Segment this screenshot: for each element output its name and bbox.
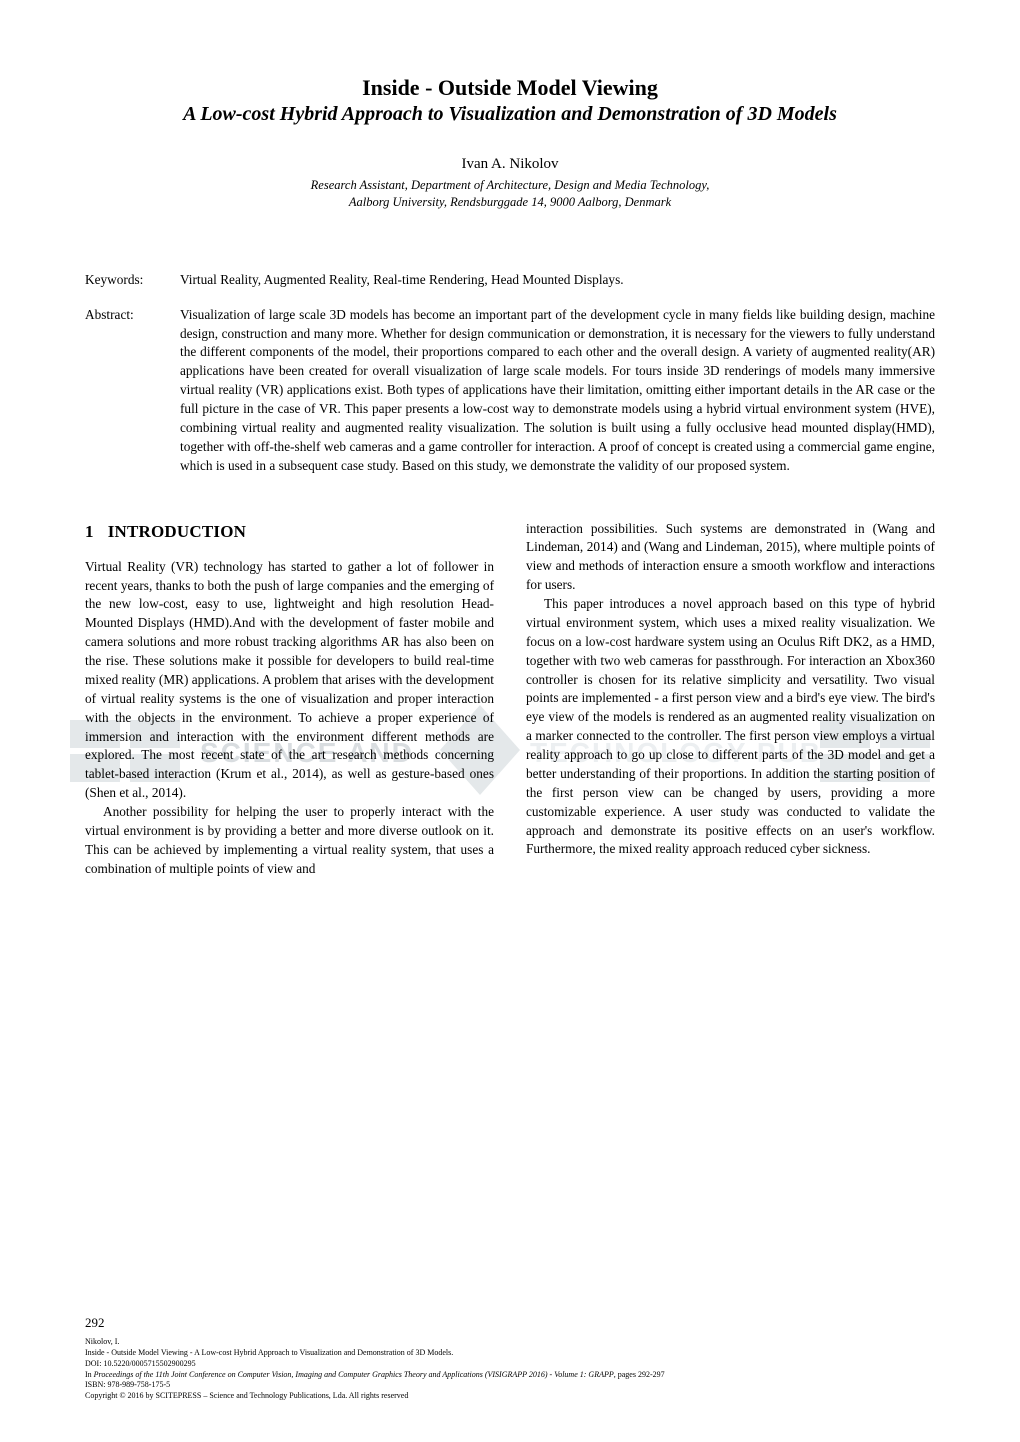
- abstract-row: Abstract: Visualization of large scale 3…: [85, 306, 935, 476]
- page-footer: 292 Nikolov, I. Inside - Outside Model V…: [85, 1314, 935, 1402]
- section-1-title: INTRODUCTION: [108, 522, 246, 541]
- footer-paper-title: Inside - Outside Model Viewing - A Low-c…: [85, 1348, 935, 1359]
- author-name: Ivan A. Nikolov: [85, 156, 935, 173]
- keywords-row: Keywords: Virtual Reality, Augmented Rea…: [85, 271, 935, 290]
- section-1-number: 1: [85, 522, 94, 541]
- footer-isbn: ISBN: 978-989-758-175-5: [85, 1380, 935, 1391]
- keywords-text: Virtual Reality, Augmented Reality, Real…: [180, 271, 935, 290]
- column-left: 1 INTRODUCTION Virtual Reality (VR) techn…: [85, 520, 494, 879]
- abstract-label: Abstract:: [85, 306, 180, 476]
- column-right: interaction possibilities. Such systems …: [526, 520, 935, 879]
- footer-author: Nikolov, I.: [85, 1337, 935, 1348]
- paper-title: Inside - Outside Model Viewing: [85, 75, 935, 101]
- footer-doi: DOI: 10.5220/0005715502900295: [85, 1359, 935, 1370]
- footer-pages: , pages 292-297: [614, 1370, 665, 1379]
- col2-paragraph-1: interaction possibilities. Such systems …: [526, 520, 935, 596]
- section-1-heading: 1 INTRODUCTION: [85, 520, 494, 544]
- title-block: Inside - Outside Model Viewing A Low-cos…: [85, 75, 935, 211]
- footer-copyright: Copyright © 2016 by SCITEPRESS – Science…: [85, 1391, 935, 1402]
- paper-subtitle: A Low-cost Hybrid Approach to Visualizat…: [85, 103, 935, 126]
- footer-proceedings-title: Proceedings of the 11th Joint Conference…: [94, 1370, 614, 1379]
- two-column-body: 1 INTRODUCTION Virtual Reality (VR) techn…: [85, 520, 935, 879]
- footer-proceedings: In Proceedings of the 11th Joint Confere…: [85, 1370, 935, 1381]
- keywords-abstract-block: Keywords: Virtual Reality, Augmented Rea…: [85, 271, 935, 476]
- abstract-text: Visualization of large scale 3D models h…: [180, 306, 935, 476]
- affiliation-line-2: Aalborg University, Rendsburggade 14, 90…: [85, 194, 935, 211]
- col2-paragraph-2: This paper introduces a novel approach b…: [526, 595, 935, 859]
- col1-paragraph-2: Another possibility for helping the user…: [85, 803, 494, 879]
- page-number: 292: [85, 1314, 935, 1332]
- col1-paragraph-1: Virtual Reality (VR) technology has star…: [85, 558, 494, 803]
- footer-in-prefix: In: [85, 1370, 94, 1379]
- keywords-label: Keywords:: [85, 271, 180, 290]
- affiliation-line-1: Research Assistant, Department of Archit…: [85, 177, 935, 194]
